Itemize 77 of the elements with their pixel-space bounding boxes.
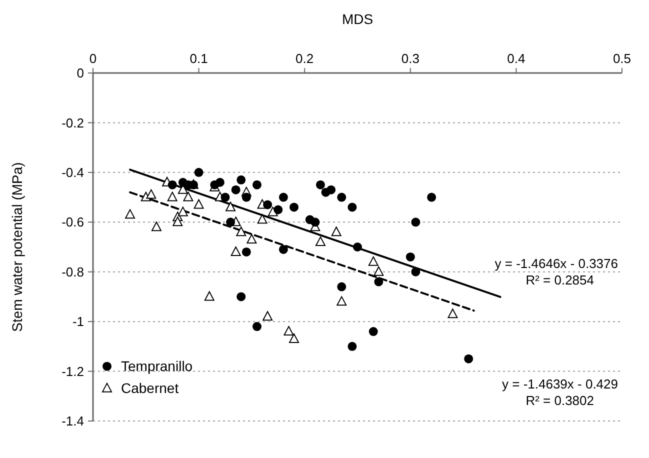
point [290, 202, 299, 212]
point [411, 267, 420, 276]
point [167, 192, 178, 202]
x-tick-label: 0.3 [401, 51, 420, 66]
y-tick-label: -0.8 [62, 264, 84, 280]
point [183, 192, 194, 202]
point [236, 292, 246, 302]
point [289, 333, 300, 343]
point [226, 202, 236, 212]
x-tick-label: 0 [89, 51, 97, 66]
point [252, 322, 262, 332]
point [204, 291, 214, 301]
point [310, 218, 320, 227]
point [242, 247, 251, 256]
x-tick-label: 0.1 [190, 51, 208, 66]
legend-label: Tempranillo [121, 358, 193, 374]
point [231, 185, 240, 194]
point [220, 192, 230, 202]
y-tick-label: -1.2 [62, 364, 84, 379]
point [348, 202, 357, 212]
legend-label: Cabernet [121, 380, 179, 396]
point [284, 326, 294, 336]
point [326, 185, 336, 194]
y-tick-label: 0 [76, 66, 84, 81]
point [178, 206, 188, 216]
point [315, 236, 326, 246]
point [278, 244, 288, 254]
point [316, 180, 325, 190]
point [215, 178, 224, 187]
annotation: R² = 0.2854 [526, 272, 594, 288]
point [406, 252, 415, 262]
point [151, 222, 162, 232]
point [236, 226, 246, 236]
y-tick-label: -0.4 [62, 164, 84, 180]
point [411, 218, 420, 227]
point [368, 327, 378, 336]
point [236, 175, 246, 184]
point [257, 214, 268, 224]
point [252, 180, 262, 190]
point [230, 246, 241, 256]
point [263, 200, 272, 210]
point [368, 256, 378, 266]
point [337, 192, 346, 202]
point [353, 242, 362, 252]
point [242, 192, 251, 202]
point [274, 205, 283, 214]
y-tick-label: -1.4 [62, 414, 84, 429]
y-tick-label: -1 [72, 314, 84, 330]
point [464, 354, 474, 364]
x-tick-label: 0.5 [612, 51, 632, 66]
point [331, 226, 342, 236]
point [246, 234, 257, 244]
x-tick-label: 0.4 [507, 51, 526, 66]
annotation: y = -1.4646x - 0.3376 [494, 256, 618, 272]
point [278, 192, 288, 202]
point [226, 218, 236, 227]
y-tick-label: -0.6 [62, 214, 84, 230]
point [125, 209, 136, 219]
x-tick-label: 0.2 [296, 51, 314, 66]
point [194, 168, 204, 177]
point [336, 296, 347, 306]
point [337, 282, 346, 292]
x-axis-title: MDS [342, 11, 374, 27]
point [374, 277, 384, 286]
point [262, 311, 273, 321]
point [348, 342, 357, 351]
point [172, 216, 183, 226]
point [448, 308, 458, 318]
y-axis-title: Stem water potential (MPa) [9, 162, 25, 332]
annotation: R² = 0.3802 [526, 392, 594, 408]
annotation: y = -1.4639x - 0.429 [502, 376, 618, 392]
point [427, 192, 436, 202]
point [168, 180, 177, 190]
point [374, 266, 384, 276]
y-tick-label: -0.2 [62, 115, 84, 130]
point [146, 189, 156, 199]
point [194, 199, 204, 209]
